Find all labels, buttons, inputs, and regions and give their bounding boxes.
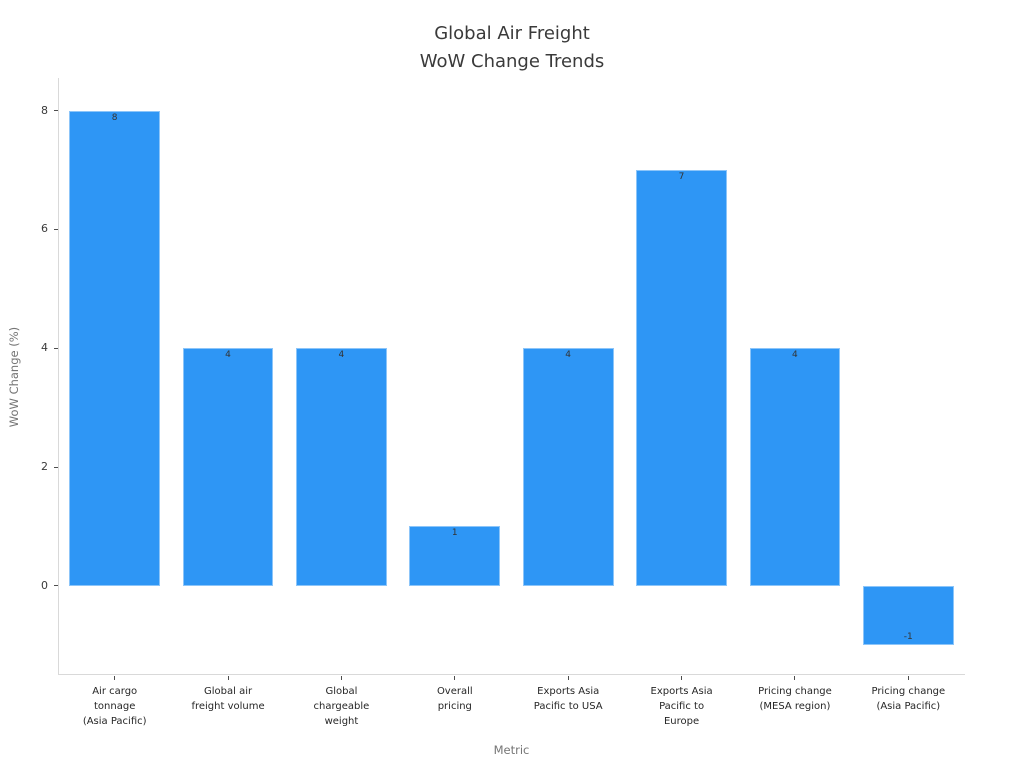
bar-value-label: 4: [225, 350, 231, 361]
x-tick-label-line: Global air: [204, 686, 253, 697]
bar: 8: [69, 110, 161, 586]
y-tick-label: 0: [41, 578, 48, 592]
x-tick-mark: [567, 676, 569, 680]
x-tick-label-line: (Asia Pacific): [82, 716, 147, 727]
bar: 4: [749, 348, 841, 586]
x-tick-label: Air cargo tonnage (Asia Pacific): [54, 684, 175, 729]
bar: 4: [182, 348, 274, 586]
x-tick-label: Global chargeable weight: [281, 684, 402, 729]
x-tick-label-line: Global: [325, 686, 358, 697]
x-tick-label: Exports Asia Pacific to Europe: [621, 684, 742, 729]
x-tick-mark: [907, 676, 909, 680]
x-tick-label: Pricing change (MESA region): [734, 684, 855, 714]
bar-value-label: 1: [451, 528, 458, 539]
y-tick-mark: [54, 585, 58, 587]
x-tick-label-line: Pricing change: [871, 686, 946, 697]
x-tick-mark: [794, 676, 796, 680]
y-tick-label: 8: [41, 103, 48, 117]
y-tick-label: 2: [41, 460, 48, 474]
y-tick-mark: [54, 228, 58, 230]
x-tick-label-line: Exports Asia: [537, 686, 600, 697]
plot-area: [58, 78, 965, 675]
x-tick-mark: [454, 676, 456, 680]
y-tick-mark: [54, 466, 58, 468]
x-tick-label: Exports Asia Pacific to USA: [508, 684, 629, 714]
x-tick-mark: [340, 676, 342, 680]
x-tick-label-line: freight volume: [191, 701, 265, 712]
bar-value-label: 4: [565, 350, 572, 361]
y-tick-label: 4: [41, 341, 48, 355]
x-tick-mark: [114, 676, 116, 680]
x-tick-label: Overall pricing: [394, 684, 515, 714]
chart-title-line-2: WoW Change Trends: [419, 51, 605, 72]
y-tick-mark: [54, 347, 58, 349]
x-tick-label-line: Exports Asia: [650, 686, 713, 697]
x-tick-label-line: (Asia Pacific): [876, 701, 941, 712]
x-axis-label: Metric: [493, 743, 530, 757]
chart-title-line-1: Global Air Freight: [434, 23, 590, 44]
x-tick-label-line: Europe: [663, 716, 700, 727]
y-tick-mark: [54, 110, 58, 112]
x-tick-label-line: (MESA region): [759, 701, 831, 712]
bar-value-label: 7: [678, 172, 685, 183]
bar-value-label: 4: [792, 350, 798, 361]
x-tick-label-line: Pacific to USA: [533, 701, 603, 712]
x-tick-label-line: pricing: [437, 701, 472, 712]
x-tick-label-line: chargeable: [313, 701, 370, 712]
x-tick-label-line: weight: [324, 716, 359, 727]
bar-value-label: 4: [338, 350, 345, 361]
x-tick-label-line: Overall: [436, 686, 473, 697]
bar: 1: [409, 526, 501, 586]
y-axis-label: WoW Change (%): [7, 326, 21, 428]
bar: -1: [862, 585, 954, 646]
x-tick-label-line: tonnage: [94, 701, 136, 712]
x-tick-label-line: Pricing change: [758, 686, 832, 697]
bar-value-label: -1: [903, 632, 913, 643]
bar: 4: [522, 348, 614, 586]
bar: 7: [636, 170, 727, 586]
chart-title: Global Air Freight WoW Change Trends: [0, 20, 1024, 76]
x-tick-label: Pricing change (Asia Pacific): [848, 684, 969, 714]
x-tick-mark: [227, 676, 229, 680]
bar-value-label: 8: [111, 112, 118, 123]
y-tick-label: 6: [41, 222, 48, 236]
x-tick-label-line: Pacific to: [659, 701, 705, 712]
x-tick-mark: [681, 676, 683, 680]
x-tick-label: Global air freight volume: [167, 684, 288, 714]
bar: 4: [296, 348, 387, 586]
x-tick-label-line: Air cargo: [92, 686, 138, 697]
